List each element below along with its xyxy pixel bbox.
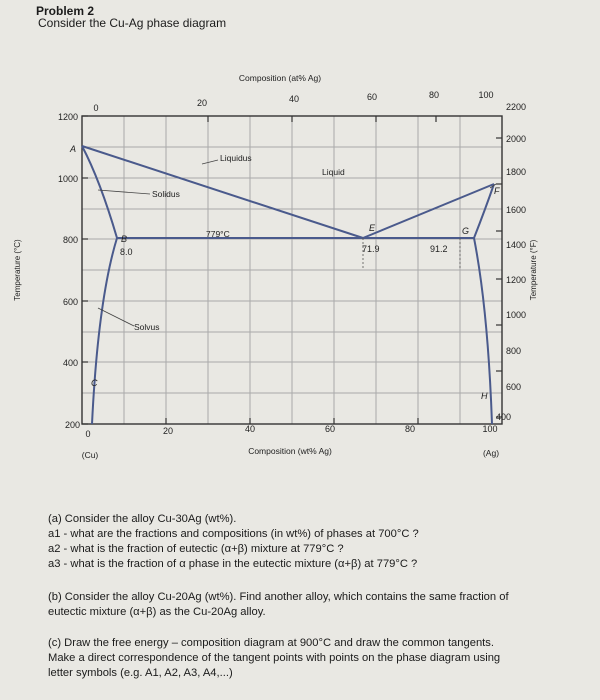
grid: [82, 116, 502, 424]
top-tick-label: 100: [478, 90, 493, 100]
solvus-right-curve: [473, 237, 493, 425]
liquidus-label: Liquidus: [220, 153, 252, 163]
point-h-label: H: [481, 391, 488, 401]
point-c-label: C: [91, 378, 98, 388]
right-tick-label: 2200: [506, 102, 526, 112]
composition-b-label: 8.0: [120, 247, 133, 257]
point-b-label: B: [121, 234, 127, 244]
right-axis-title: Temperature (°F): [529, 239, 538, 300]
point-f-label: F: [494, 186, 500, 196]
question-c-line1: (c) Draw the free energy – composition d…: [48, 637, 494, 649]
top-tick-label: 0: [93, 103, 98, 113]
solvus-left-curve: [91, 237, 118, 425]
top-tick-label: 40: [289, 94, 299, 104]
right-tick-label: 400: [496, 412, 511, 422]
solidus-pointer: [97, 189, 151, 195]
point-e-label: E: [369, 223, 376, 233]
point-g-label: G: [462, 226, 469, 236]
pointer-lines: [97, 159, 497, 327]
solidus-left-curve: [81, 145, 118, 239]
right-tick-label: 600: [506, 382, 521, 392]
bottom-tick-label: 0: [85, 429, 90, 439]
right-tick-label: 1800: [506, 167, 526, 177]
right-tick-label: 2000: [506, 134, 526, 144]
problem-subtitle: Consider the Cu-Ag phase diagram: [38, 16, 227, 30]
solvus-label: Solvus: [134, 322, 160, 332]
question-b: (b) Consider the alloy Cu-20Ag (wt%). Fi…: [48, 590, 593, 620]
question-a: (a) Consider the alloy Cu-30Ag (wt%). a1…: [48, 512, 593, 572]
right-tick-label: 1200: [506, 275, 526, 285]
bottom-tick-label: 40: [245, 424, 255, 434]
left-axis-title: Temperature (°C): [13, 239, 22, 301]
left-tick-label: 800: [63, 235, 78, 245]
bottom-tick-label: 100: [482, 424, 497, 434]
bottom-axis-title: Composition (wt% Ag): [248, 446, 332, 456]
bottom-tick-label: 80: [405, 424, 415, 434]
composition-e-label: 71.9: [362, 244, 380, 254]
liquidus-right-curve: [362, 183, 495, 239]
bottom-tick-label: 60: [325, 424, 335, 434]
liquidus-left-curve: [81, 145, 364, 239]
f-pointer: [489, 183, 497, 189]
problem-title: Problem 2: [36, 4, 95, 18]
question-a1: a1 - what are the fractions and composit…: [48, 528, 419, 540]
top-tick-label: 20: [197, 98, 207, 108]
question-c: (c) Draw the free energy – composition d…: [48, 636, 593, 681]
question-c-line3: letter symbols (e.g. A1, A2, A3, A4,...): [48, 667, 233, 679]
question-b-line2: eutectic mixture (α+β) as the Cu-20Ag al…: [48, 606, 266, 618]
question-a3: a3 - what is the fraction of α phase in …: [48, 558, 418, 570]
liquidus-pointer: [201, 159, 219, 165]
right-tick-label: 1600: [506, 205, 526, 215]
left-tick-label: 200: [65, 420, 80, 430]
left-tick-label: 1000: [58, 174, 78, 184]
left-tick-label: 1200: [58, 112, 78, 122]
ag-end-label: (Ag): [483, 448, 499, 458]
cu-ag-phase-diagram: Composition (at% Ag) Composition (wt% Ag…: [13, 73, 538, 460]
left-tick-label: 400: [63, 358, 78, 368]
composition-g-label: 91.2: [430, 244, 448, 254]
right-tick-label: 800: [506, 346, 521, 356]
top-tick-label: 60: [367, 92, 377, 102]
point-a-label: A: [69, 144, 76, 154]
cu-end-label: (Cu): [82, 450, 99, 460]
right-tick-label: 1400: [506, 240, 526, 250]
liquid-label: Liquid: [322, 167, 345, 177]
bottom-tick-label: 20: [163, 426, 173, 436]
guide-lines: [362, 238, 461, 270]
solvus-pointer: [97, 307, 135, 327]
right-tick-label: 1000: [506, 310, 526, 320]
question-a2: a2 - what is the fraction of eutectic (α…: [48, 543, 344, 555]
eutectic-temp-label: 779°C: [206, 229, 230, 239]
left-tick-label: 600: [63, 297, 78, 307]
top-axis-title: Composition (at% Ag): [239, 73, 321, 83]
question-c-line2: Make a direct correspondence of the tang…: [48, 652, 501, 664]
tick-marks: [82, 115, 502, 425]
top-tick-label: 80: [429, 90, 439, 100]
phase-curves: [81, 145, 495, 425]
question-a-intro: (a) Consider the alloy Cu-30Ag (wt%).: [48, 513, 237, 525]
solidus-right-curve: [473, 183, 495, 239]
question-b-line1: (b) Consider the alloy Cu-20Ag (wt%). Fi…: [48, 591, 509, 603]
solidus-label: Solidus: [152, 189, 180, 199]
